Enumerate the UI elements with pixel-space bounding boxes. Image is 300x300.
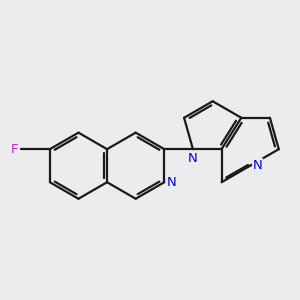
Text: N: N xyxy=(188,152,198,165)
Text: N: N xyxy=(253,159,262,172)
Text: F: F xyxy=(11,143,19,156)
Text: N: N xyxy=(167,176,177,189)
